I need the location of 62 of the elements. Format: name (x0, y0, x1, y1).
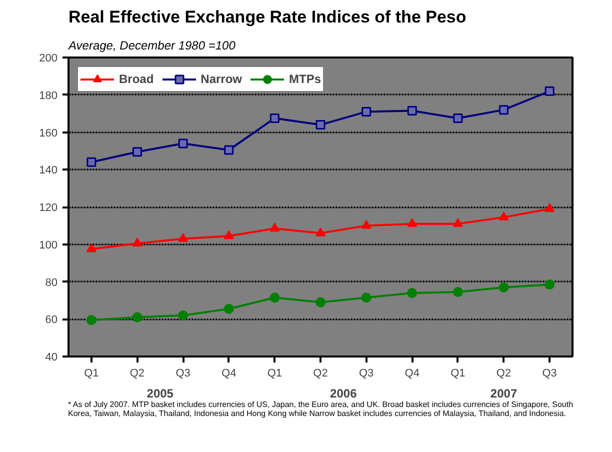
x-tick-label: Q4 (404, 368, 420, 380)
point (224, 145, 234, 155)
point (544, 203, 555, 212)
x-tick-label: Q1 (84, 368, 99, 380)
y-tick-label: 140 (39, 164, 58, 177)
point (270, 292, 280, 303)
legend-label: Narrow (200, 72, 242, 86)
point (178, 310, 188, 320)
legend-label: Broad (119, 72, 154, 86)
text: * As of July 2007. MTP basket includes currencies of US, Japan, the Euro area, and UK. Broad basket includes currencies of Singapore, South Korea, Taiwan, Malaysia, Thailand, Indonesia and Hong Kong while Narrow basket includes currencies of Malaysia, Thailand, and Indonesia. (68, 400, 574, 418)
point (86, 315, 96, 326)
point (498, 282, 509, 292)
point (224, 230, 234, 240)
point (544, 280, 555, 290)
legend-label: MTPs (289, 72, 322, 86)
point (132, 147, 142, 157)
point (452, 218, 463, 227)
chart-subtitle: Average, December 1980 =100 (68, 38, 236, 52)
point (407, 106, 417, 116)
text: 2006 (330, 386, 358, 400)
x-tick-label: Q1 (267, 368, 282, 380)
x-tick-label: Q2 (130, 368, 145, 380)
point (362, 106, 372, 116)
point (224, 304, 234, 314)
point (544, 86, 554, 96)
point (361, 292, 372, 303)
point (132, 312, 142, 322)
point (361, 220, 372, 229)
x-tick-label: Q1 (450, 368, 466, 380)
y-tick-label: 180 (39, 90, 58, 102)
point (316, 227, 326, 236)
point (132, 238, 142, 247)
y-tick-label: 80 (45, 276, 58, 289)
x-tick-label: Q3 (358, 368, 374, 380)
x-tick-label: Q3 (542, 368, 557, 380)
y-tick-label: 120 (39, 202, 58, 214)
point (316, 120, 326, 130)
y-tick-label: 200 (39, 52, 58, 64)
y-tick-label: 40 (45, 352, 58, 364)
point (178, 233, 188, 242)
point (86, 157, 96, 167)
point (499, 105, 509, 115)
x-tick-label: Q3 (176, 368, 190, 380)
y-tick-label: 160 (39, 127, 58, 140)
text: 2007 (490, 386, 518, 400)
point (452, 287, 463, 298)
x-tick-label: Q2 (313, 368, 328, 380)
point (178, 138, 188, 148)
point (86, 243, 96, 252)
chart-title: Real Effective Exchange Rate Indices of the Peso (68, 8, 466, 26)
point (316, 297, 326, 308)
x-tick-label: Q2 (496, 368, 512, 380)
x-tick-label: Q4 (222, 368, 236, 380)
point (453, 113, 463, 123)
point (270, 113, 280, 123)
y-tick-label: 60 (45, 314, 58, 326)
y-tick-label: 100 (39, 239, 58, 252)
point (407, 288, 418, 298)
point (498, 212, 509, 220)
point (270, 222, 280, 232)
text: 2005 (146, 386, 174, 400)
point (407, 218, 418, 227)
